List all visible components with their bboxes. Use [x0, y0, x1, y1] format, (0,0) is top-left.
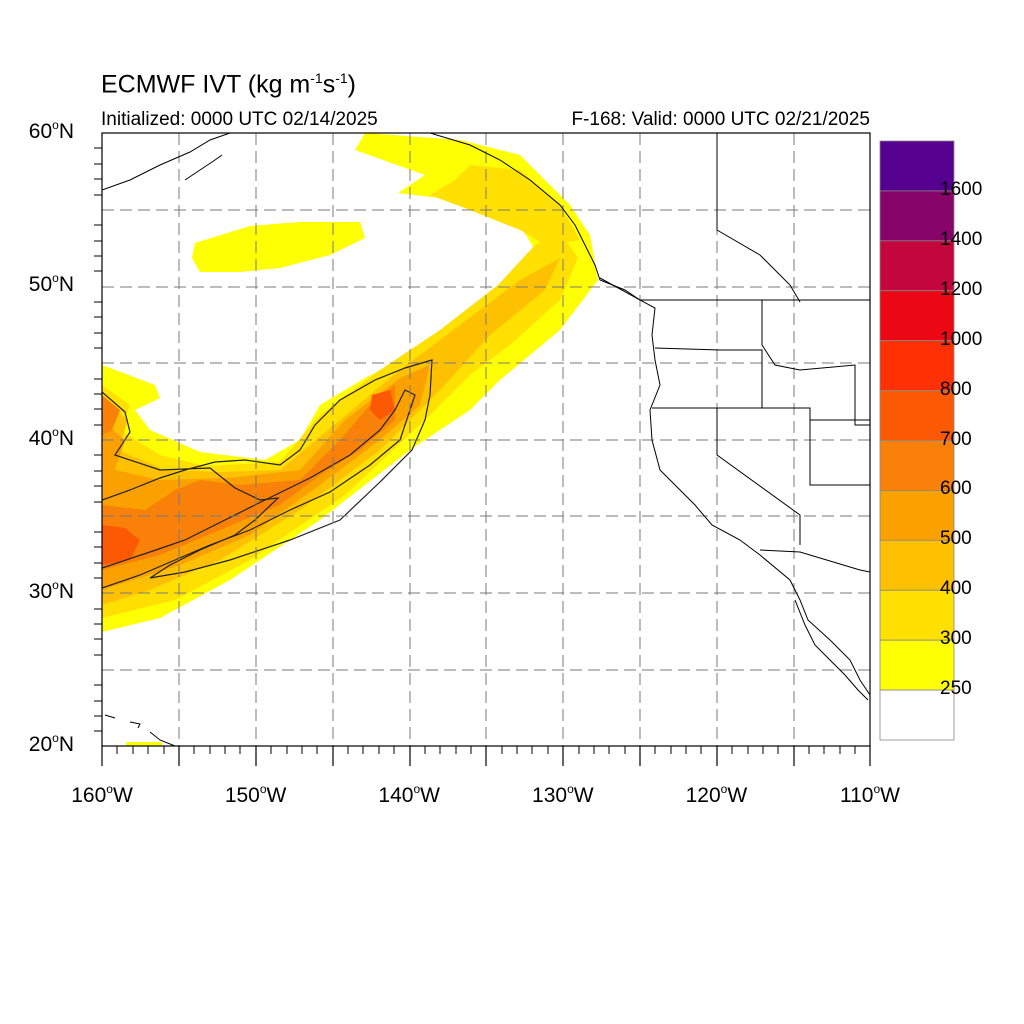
alaska-islands [184, 154, 223, 181]
ivt-shading [102, 133, 598, 746]
ivt-band-300-north [430, 165, 580, 245]
colorbar-swatch [879, 689, 955, 741]
ivt-band-700 [102, 525, 140, 565]
lon-tick-label: 110oW [840, 782, 900, 807]
ivt-blob-north [192, 222, 365, 272]
colorbar-swatch [879, 539, 955, 591]
lat-tick-label: 30oN [28, 577, 74, 603]
lon-minor-ticks [116, 746, 856, 754]
ivt-band-700-core [370, 390, 395, 420]
lat-tick-label: 40oN [28, 424, 74, 450]
state-idaho [761, 300, 870, 426]
canada-us-border [599, 277, 870, 301]
ivt-band-600 [102, 385, 395, 570]
valid-subtitle: F-168: Valid: 0000 UTC 02/21/2025 [571, 109, 870, 130]
lon-tick-label: 140oW [378, 782, 440, 807]
state-utah [809, 408, 870, 421]
colorbar-swatch [879, 589, 955, 641]
colorbar-swatch [879, 340, 955, 391]
colorbar-swatch [879, 490, 955, 541]
colorbar-tick-label: 500 [940, 528, 972, 550]
state-oregon-california [652, 407, 870, 486]
colorbar-tick-label: 300 [940, 628, 972, 650]
ivt-blob-hawaii [126, 742, 162, 746]
alaska-coast [102, 133, 231, 191]
map-title: ECMWF IVT (kg m-1s-1) [101, 70, 356, 99]
north-america-coast [429, 133, 870, 696]
colorbar-tick-label: 800 [940, 378, 972, 400]
colorbar-tick-label: 1400 [940, 228, 983, 250]
lon-tick-label: 160oW [71, 782, 133, 807]
initialized-subtitle: Initialized: 0000 UTC 02/14/2025 [101, 109, 378, 130]
colorbar-swatch [879, 240, 955, 292]
colorbar-swatch [879, 390, 955, 441]
lon-tick-label: 150oW [224, 782, 287, 807]
ivt-contour-500-inner [102, 389, 416, 589]
lat-tick-label: 60oN [28, 118, 74, 143]
ivt-band-600-west [102, 395, 120, 435]
lon-tick-label: 130oW [532, 782, 594, 807]
hawaii-coast [104, 714, 176, 746]
colorbar-tick-label: 400 [940, 578, 972, 600]
colorbar-tick-label: 700 [940, 428, 972, 450]
colorbar-swatch [879, 190, 955, 242]
colorbar [879, 140, 955, 741]
baja-peninsula [794, 599, 869, 701]
lat-tick-label: 20oN [28, 731, 74, 756]
graticule [102, 133, 870, 746]
colorbar-tick-label: 250 [940, 678, 972, 700]
lon-major-ticks [101, 746, 871, 766]
ivt-contour-500 [102, 359, 433, 579]
colorbar-tick-label: 600 [940, 478, 972, 500]
coastlines [102, 133, 870, 746]
lat-minor-ticks [94, 147, 102, 732]
colorbar-tick-label: 1600 [940, 178, 983, 200]
mexico-border [759, 549, 870, 573]
colorbar-tick-label: 1000 [940, 328, 983, 350]
state-oregon-washington [654, 347, 763, 408]
colorbar-swatch [879, 290, 955, 342]
state-nevada [716, 408, 801, 545]
us-west-border [716, 133, 801, 303]
lon-tick-label: 120oW [685, 782, 748, 807]
colorbar-tick-label: 1200 [940, 278, 983, 300]
lat-tick-label: 50oN [28, 271, 74, 297]
